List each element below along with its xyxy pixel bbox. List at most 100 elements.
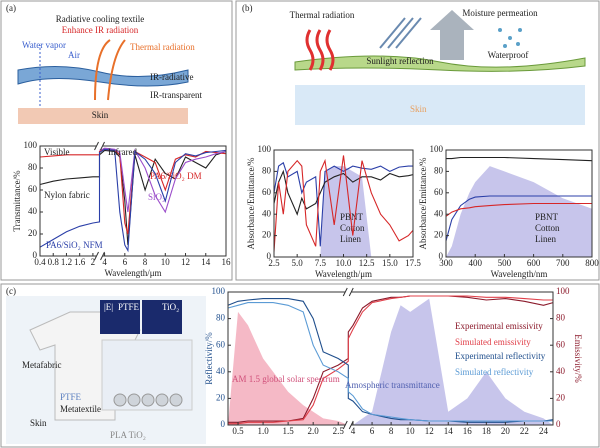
x-tick-label: 2.5 [333,426,345,436]
x-tick-label: 10 [161,257,171,267]
illustration-label: PTFE [118,302,140,312]
axis-break [342,287,354,297]
axis-break [345,422,352,428]
moisture-arrow [430,10,474,60]
series-label: Cotton [535,223,560,233]
illustration-subtitle: Enhance IR radiation [62,25,139,35]
metafabric-illustration [6,296,206,444]
y2-axis-title: Emissivity/% [573,334,583,383]
illustration-label: |E| [104,302,113,312]
x-tick-label: 600 [527,258,541,268]
fabric-illustration [294,10,586,125]
series-label: Nylon fabric [44,190,90,200]
series-label: PBNT [535,212,559,222]
panel-label: (c) [6,286,16,296]
x-tick-label: 12.5 [359,258,375,268]
x-tick-label: 10.0 [336,258,352,268]
line [39,148,227,253]
x-tick-label: 16 [222,257,232,267]
illustration-label: Waterproof [488,50,529,60]
x-tick-label: 4 [351,426,356,436]
y-tick-label: 100 [212,286,226,296]
line [227,298,554,423]
x-axis-title: Wavelength/nm [491,269,548,279]
series-label: PBNT [340,212,364,222]
y-tick-label: 80 [28,162,38,172]
y2-tick-label: 80 [556,313,566,323]
x-tick-label: 1.2 [61,257,72,267]
y-tick-label: 100 [24,140,38,150]
line [39,148,227,235]
x-tick-label: 400 [468,258,482,268]
y-tick-label: 80 [216,313,226,323]
y-tick-label: 20 [262,230,272,240]
axis-break [96,143,103,149]
skin [18,108,188,124]
line [228,295,554,423]
line [39,149,227,246]
series-label: Cotton [340,223,365,233]
illustration-title: Radiative cooling textile [56,14,144,24]
field-inset [142,300,182,334]
y-tick-label: 20 [28,228,38,238]
illustration-label: PTFE [60,392,82,402]
y-axis-title: Absorbance/Emittance/% [418,157,428,249]
field-inset [100,300,140,334]
series-label: Linen [340,234,361,244]
skin [295,85,585,125]
illustration-label: Thermal radiation [290,10,355,20]
x-tick-label: 500 [498,258,512,268]
line [228,295,553,425]
illustration-label: PLA TiO₂ [110,430,146,440]
line [445,202,592,217]
illustration-label: Sunlight reflection [366,56,434,66]
y-tick-label: 20 [216,392,226,402]
x-tick-label: 12 [425,426,434,436]
y-tick-label: 100 [258,144,272,154]
x-tick-label: 1.5 [283,426,295,436]
line [273,161,413,247]
y-tick-label: 60 [216,339,226,349]
x-tick-label: 800 [585,258,599,268]
series-label: PA6/SiO₂ NFM [46,240,103,250]
x-tick-label: 18 [482,426,492,436]
illustration-label: TiO₂ [162,302,179,312]
y-axis-title: Reflectivity/% [204,332,214,385]
fabric [294,55,586,72]
x-tick-label: 15.0 [382,258,398,268]
illustration-label: Metatextile [60,404,101,414]
y-axis-title: Transmittance/% [12,170,22,232]
x-tick-label: 8 [389,426,394,436]
y-tick-label: 40 [434,208,444,218]
thermal-arrow [107,39,126,101]
reflection-arrows [379,17,422,49]
illustration-label: Air [68,50,80,60]
panel-frame [0,0,233,281]
line [273,155,414,252]
textile [17,65,189,87]
x-tick-label: 4 [102,257,107,267]
illustration-label: Moisture permeation [462,8,538,18]
axis-break [96,253,103,259]
y-tick-label: 60 [28,184,38,194]
x-axis-title: Wavelength/μm [104,268,161,278]
x-tick-label: 14 [444,426,454,436]
axis-break [94,141,105,151]
series-label: Linen [535,234,556,244]
x-tick-label: 16 [463,426,473,436]
area [274,166,413,257]
y2-tick-label: 40 [556,366,566,376]
x-tick-label: 5.0 [292,258,304,268]
y2-tick-label: 20 [556,392,566,402]
plot-frame [445,149,593,258]
illustration-label: Skin [410,104,427,114]
x-tick-label: 0.8 [48,257,60,267]
illustration-label: Water vapor [22,40,66,50]
illustration-label: Skin [92,110,109,120]
line [446,156,593,162]
y-tick-label: 80 [262,165,272,175]
x-tick-label: 300 [439,258,453,268]
thermal-arrows [305,29,335,71]
x-tick-label: 0.4 [34,257,46,267]
